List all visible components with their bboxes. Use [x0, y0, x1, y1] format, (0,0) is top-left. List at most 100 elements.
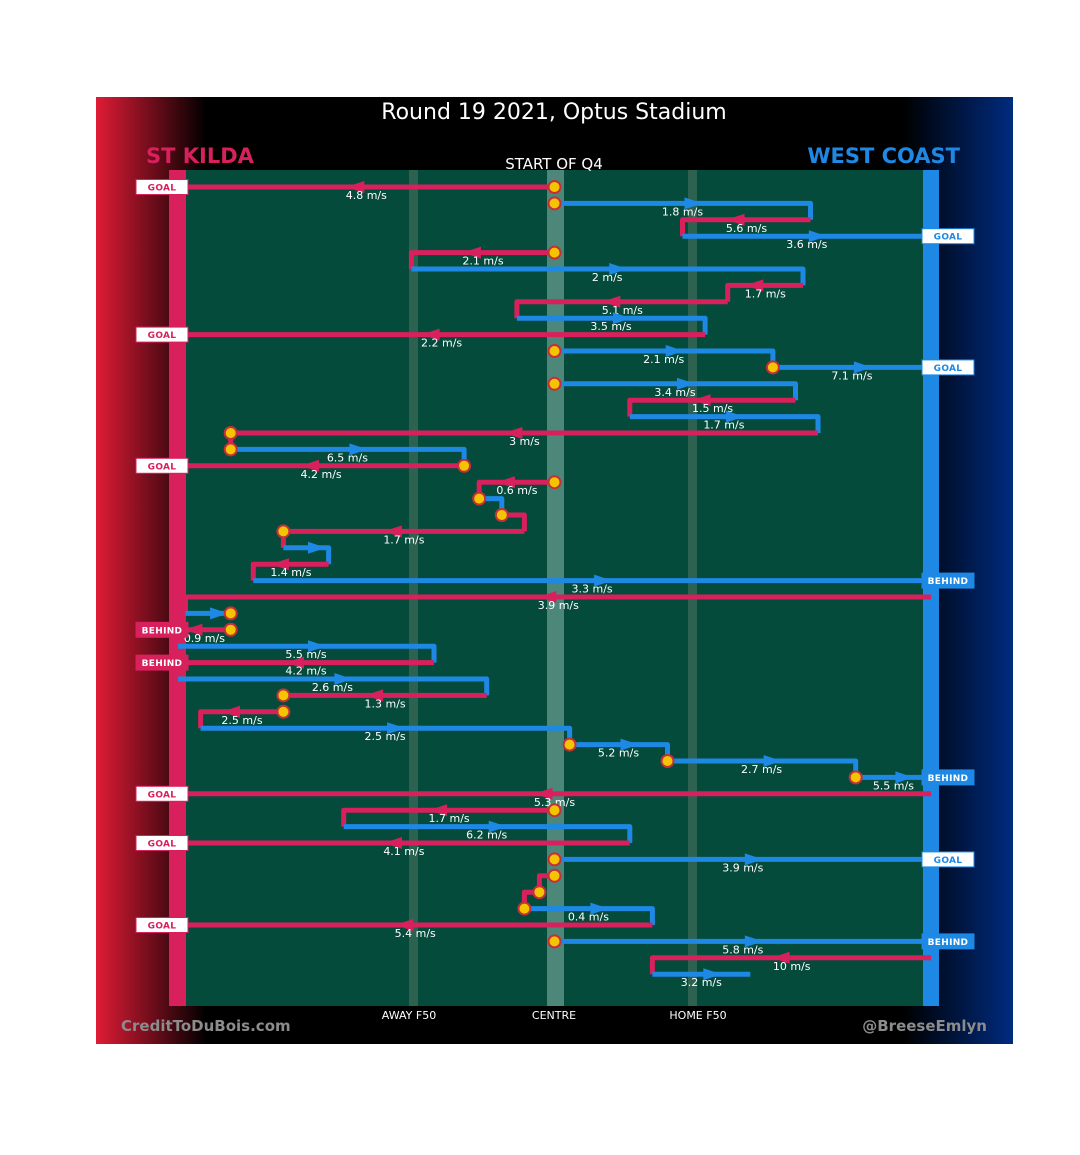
outcome-badge-label: GOAL [934, 856, 963, 866]
outcome-badge-box [921, 359, 975, 376]
chain-arrow [744, 853, 763, 866]
chain-arrow [692, 394, 711, 407]
outcome-badge-label: BEHIND [928, 577, 969, 587]
chain-start-marker [276, 704, 291, 719]
chain-start-marker [223, 426, 238, 440]
chain-arrow [620, 738, 639, 751]
chain-speed-label: 5.2 m/s [598, 747, 639, 760]
team-right-label: WEST COAST [807, 144, 960, 168]
chain-arrow [677, 377, 695, 390]
chain-speed-label: 5.1 m/s [602, 304, 643, 317]
outcome-badge: GOAL [135, 917, 189, 933]
chain-speed-label: 5.3 m/s [534, 796, 575, 809]
chain-arrow [429, 804, 448, 817]
outcome-badge-label: GOAL [148, 840, 177, 850]
chain-arrow [184, 623, 203, 636]
chain-arrow [895, 771, 914, 784]
axis-label-home-f50: HOME F50 [669, 1009, 726, 1022]
outcome-badge-box [135, 654, 189, 671]
chain-arrow [365, 689, 384, 702]
chain-arrow [590, 902, 609, 915]
chain-start-marker [276, 524, 291, 539]
chain-arrow [308, 640, 326, 653]
chain-arrow [665, 345, 684, 357]
chain-line [183, 594, 931, 614]
chain-line [554, 381, 798, 401]
chain-speed-label: 6.5 m/s [327, 451, 368, 464]
chain-line [514, 299, 728, 319]
chain-arrow [270, 558, 289, 571]
chain-arrow [726, 213, 745, 226]
chart-subtitle: START OF Q4 [505, 155, 603, 173]
chain-start-marker [547, 934, 562, 949]
away-f50-line [409, 170, 418, 1006]
chain-start-marker [472, 491, 487, 506]
outcome-badge: BEHIND [921, 933, 975, 950]
chain-speed-label: 3.4 m/s [654, 386, 695, 399]
chain-speed-label: 4.2 m/s [285, 665, 326, 678]
chain-start-marker [547, 868, 562, 883]
chain-speed-label: 3.2 m/s [681, 976, 722, 989]
outcome-badge-label: GOAL [934, 364, 963, 374]
chain-speed-label: 4.8 m/s [346, 189, 387, 202]
outcome-badge-label: GOAL [148, 331, 177, 341]
outcome-badge: BEHIND [135, 621, 189, 638]
chain-start-marker [547, 475, 562, 490]
chain-speed-label: 6.2 m/s [466, 829, 507, 842]
outcome-badge-box [921, 228, 975, 245]
chain-arrow [301, 459, 320, 472]
chain-speed-label: 3 m/s [509, 435, 540, 448]
chain-arrow [210, 607, 229, 620]
chain-speed-label: 3.5 m/s [590, 320, 631, 333]
outcome-badge-label: GOAL [148, 790, 177, 800]
chain-speed-label: 4.1 m/s [383, 845, 424, 858]
chain-arrow [488, 820, 507, 833]
chain-speed-label: 5.5 m/s [285, 648, 326, 661]
chain-line [198, 709, 284, 729]
chain-arrow [744, 935, 763, 948]
chain-line [178, 676, 490, 696]
chain-arrow [703, 968, 722, 981]
chain-speed-label: 5.4 m/s [395, 927, 436, 940]
chain-arrow [395, 919, 414, 931]
outcome-badge-label: BEHIND [142, 659, 183, 669]
chain-arrow [725, 410, 744, 423]
outcome-badge: GOAL [135, 326, 189, 343]
outcome-badge: GOAL [135, 835, 189, 851]
outcome-badge: BEHIND [135, 654, 189, 671]
chain-start-marker [517, 901, 532, 916]
outcome-badge: GOAL [135, 457, 189, 474]
chain-line [408, 250, 555, 269]
chain-speed-label: 1.7 m/s [383, 533, 424, 546]
chain-speed-label: 2.1 m/s [462, 255, 503, 268]
chain-line [343, 824, 633, 843]
chain-speed-label: 1.7 m/s [429, 812, 470, 825]
axis-label-away-f50: AWAY F50 [382, 1009, 436, 1022]
chain-speed-label: 3.9 m/s [722, 861, 763, 874]
chain-speed-label: 10 m/s [773, 960, 811, 973]
outcome-badge-box [921, 851, 975, 868]
outcome-badge: GOAL [921, 359, 975, 376]
chain-speed-label: 3.9 m/s [538, 599, 579, 612]
chain-speed-label: 1.7 m/s [745, 287, 786, 300]
outcome-badge-label: GOAL [148, 922, 177, 932]
credit-left: CreditToDuBois.com [121, 1017, 291, 1035]
chain-start-marker [223, 606, 238, 621]
chain-arrow [286, 656, 304, 669]
outcome-badge: GOAL [135, 179, 189, 195]
outcome-badge: GOAL [921, 228, 975, 245]
chain-speed-label: 5.5 m/s [873, 779, 914, 792]
outcome-badge-box [135, 835, 189, 851]
chain-speed-label: 2.5 m/s [221, 714, 262, 727]
possession-chain-chart: Round 19 2021, Optus Stadium START OF Q4… [96, 97, 1013, 1044]
chain-speed-label: 2.5 m/s [365, 730, 406, 743]
chain-line [649, 955, 931, 975]
chain-speed-label: 0.4 m/s [568, 911, 609, 924]
chain-speed-label: 3.6 m/s [786, 238, 827, 251]
outcome-badge-box [135, 917, 189, 933]
chain-line [629, 414, 821, 433]
chain-arrow [334, 673, 353, 685]
team-left-label: ST KILDA [146, 144, 255, 168]
chain-speed-label: 2 m/s [592, 271, 623, 284]
chain-speed-label: 7.1 m/s [831, 369, 872, 382]
